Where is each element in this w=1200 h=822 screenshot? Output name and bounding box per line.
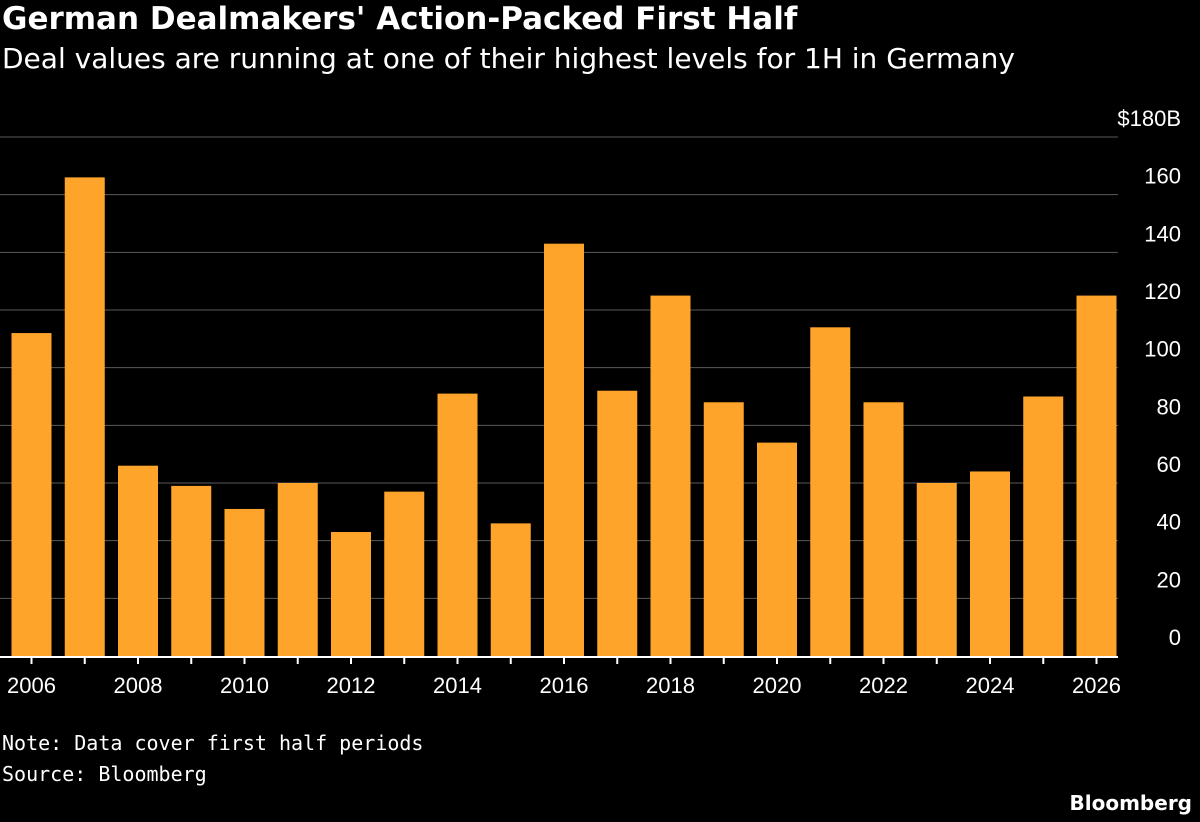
bar-2009 [171,485,212,656]
x-tick-label-2022: 2022 [859,673,908,698]
bar-2016 [544,243,584,656]
y-tick-label-180: $180B [1117,106,1181,131]
x-tick-label-2020: 2020 [753,673,802,698]
y-tick-label-60: 60 [1157,452,1181,477]
bar-2025 [1023,396,1064,656]
bar-2017 [597,390,638,656]
bar-2022 [863,402,904,656]
y-tick-label-160: 160 [1144,164,1181,189]
y-tick-label-20: 20 [1157,567,1181,592]
bar-2019 [703,402,744,656]
x-axis-labels: 2006 2008 2010 2012 2014 2016 2018 2020 2022 2024… [7,673,1121,698]
bar-2021 [810,327,851,656]
bar-2011 [277,483,318,656]
bar-2013 [384,491,425,656]
bar-2024 [970,471,1010,656]
x-tick-label-2006: 2006 [7,673,56,698]
bar-2014 [437,393,478,656]
chart-note: Note: Data cover first half periods [2,731,424,755]
y-tick-label-100: 100 [1144,337,1181,362]
y-tick-label-40: 40 [1157,510,1181,535]
x-tick-label-2018: 2018 [646,673,695,698]
x-tick-label-2012: 2012 [327,673,376,698]
x-tick-label-2016: 2016 [540,673,589,698]
chart-subtitle: Deal values are running at one of their … [2,42,1015,75]
bar-2012 [331,532,371,656]
chart-title: German Dealmakers' Action-Packed First H… [2,1,798,37]
bar-2006 [11,333,52,656]
bar-2026 [1076,295,1117,656]
x-tick-label-2008: 2008 [114,673,163,698]
bar-2008 [118,465,158,656]
x-tick-label-2024: 2024 [966,673,1015,698]
x-tick-label-2026: 2026 [1072,673,1121,698]
y-tick-label-120: 120 [1144,279,1181,304]
x-tick-label-2010: 2010 [220,673,269,698]
y-tick-label-0: 0 [1169,625,1181,650]
x-tick-label-2014: 2014 [433,673,482,698]
bar-2020 [757,442,797,656]
y-tick-label-140: 140 [1144,221,1181,246]
bar-2015 [490,523,531,656]
bars [11,177,1117,656]
brand-logo-text: Bloomberg [1069,791,1192,815]
chart-source: Source: Bloomberg [2,762,207,786]
bar-2018 [650,295,691,656]
bar-2007 [64,177,105,656]
bar-2023 [916,483,957,656]
x-axis [0,656,1118,664]
y-axis-labels: 0 20 40 60 80 100 120 140 160 $180B [1117,106,1181,650]
y-tick-label-80: 80 [1157,394,1181,419]
bar-2010 [224,508,265,656]
